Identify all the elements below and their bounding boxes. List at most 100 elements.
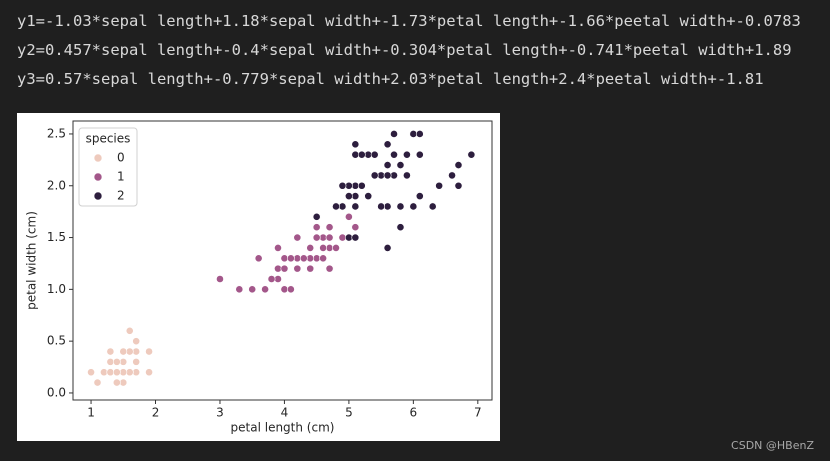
- point: [293, 233, 302, 242]
- point: [370, 150, 379, 159]
- point: [119, 357, 128, 366]
- point: [261, 285, 269, 294]
- point: [325, 223, 334, 232]
- y-tick-label: 1.0: [47, 282, 66, 296]
- point: [254, 254, 263, 263]
- point: [145, 347, 153, 356]
- point: [293, 264, 302, 273]
- point: [351, 192, 360, 201]
- point: [132, 357, 141, 366]
- point: [383, 171, 392, 180]
- point: [396, 223, 405, 232]
- legend-marker: [93, 153, 103, 163]
- y-axis-label: petal width (cm): [25, 211, 39, 310]
- point: [403, 150, 411, 159]
- point: [132, 337, 141, 346]
- point: [306, 254, 315, 263]
- point: [415, 192, 424, 201]
- point: [390, 130, 398, 138]
- point: [132, 347, 141, 356]
- axes-frame: [72, 120, 493, 401]
- point: [377, 171, 386, 180]
- point: [145, 368, 153, 377]
- point: [403, 171, 411, 180]
- point: [112, 368, 121, 377]
- point: [125, 326, 134, 335]
- point: [357, 181, 366, 190]
- point: [248, 285, 257, 294]
- point: [344, 212, 353, 221]
- point: [364, 192, 373, 201]
- point: [390, 171, 398, 180]
- point: [351, 150, 360, 159]
- legend-label: 0: [117, 151, 125, 165]
- point: [325, 244, 334, 252]
- x-tick-label: 3: [216, 406, 224, 420]
- y-tick-label: 2.5: [47, 126, 66, 140]
- point: [370, 171, 379, 180]
- x-tick-label: 2: [152, 406, 160, 420]
- point: [125, 347, 134, 356]
- point: [364, 150, 373, 159]
- point: [306, 264, 315, 273]
- point: [344, 233, 353, 242]
- point: [216, 275, 224, 283]
- point: [332, 244, 340, 252]
- point: [87, 368, 95, 377]
- point: [409, 202, 418, 211]
- point: [467, 150, 476, 159]
- point: [351, 202, 360, 211]
- chart: 1 2 3 4 5 6 7 0.0 0.5 1.0 1.5 2.0 2.5 petal length (c…: [17, 113, 500, 441]
- point: [319, 254, 328, 263]
- point: [293, 254, 302, 263]
- point: [435, 181, 444, 190]
- legend-label: 2: [117, 189, 125, 203]
- point: [106, 368, 115, 377]
- point: [332, 202, 340, 211]
- point: [106, 357, 115, 366]
- point: [119, 347, 128, 356]
- x-tick-label: 5: [345, 406, 353, 420]
- point: [286, 254, 295, 263]
- point: [125, 368, 134, 377]
- point: [112, 378, 121, 387]
- point: [112, 357, 121, 366]
- point: [312, 212, 321, 221]
- legend-title: species: [86, 132, 131, 146]
- legend-label: 1: [117, 170, 125, 184]
- point: [396, 161, 405, 169]
- point: [312, 233, 321, 242]
- point: [338, 181, 347, 190]
- point: [396, 202, 405, 211]
- point: [338, 233, 347, 242]
- y-tick-label: 0.5: [47, 334, 66, 348]
- x-tick-label: 4: [281, 406, 289, 420]
- y-tick-label: 2.0: [47, 178, 66, 192]
- point: [306, 244, 315, 252]
- point: [351, 233, 360, 242]
- legend-box: [78, 127, 138, 207]
- legend-marker: [93, 172, 103, 182]
- point: [415, 130, 424, 138]
- point: [286, 285, 295, 294]
- point: [351, 181, 360, 190]
- point: [106, 347, 115, 356]
- point: [454, 181, 463, 190]
- point: [235, 285, 244, 294]
- point: [383, 202, 392, 211]
- point: [454, 161, 463, 169]
- point: [319, 233, 328, 242]
- point: [351, 223, 360, 232]
- point: [119, 378, 128, 387]
- y-tick-label: 0.0: [47, 385, 66, 399]
- point: [299, 254, 308, 263]
- point: [100, 368, 108, 377]
- point: [383, 161, 392, 169]
- point: [280, 285, 289, 294]
- point: [274, 244, 282, 252]
- point: [338, 202, 347, 211]
- point: [415, 150, 424, 159]
- y-tick-label: 1.5: [47, 230, 66, 244]
- point: [325, 264, 334, 273]
